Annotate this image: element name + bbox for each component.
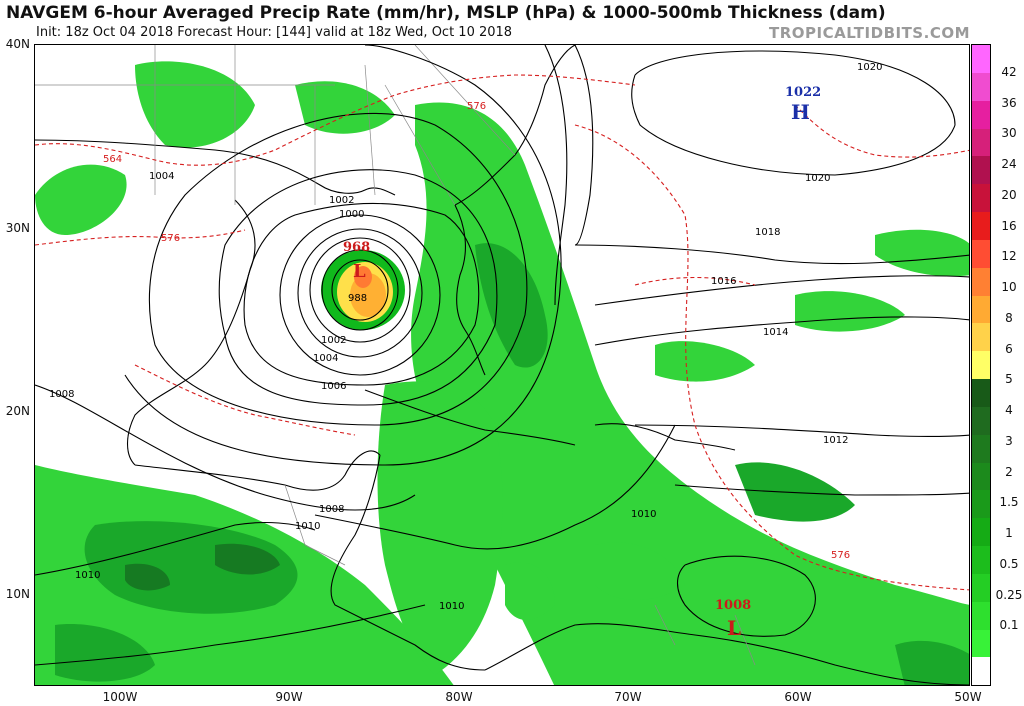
colorbar-label: 3 (1005, 433, 1013, 448)
thickness-label: 576 (467, 101, 486, 112)
isobar-label: 1006 (321, 381, 346, 392)
hurricane-core (321, 250, 405, 330)
colorbar-segment (972, 45, 990, 73)
caribbean-low-value: 1008 (715, 598, 751, 613)
colorbar-label: 10 (1001, 280, 1017, 295)
isobar-label: 1010 (295, 521, 320, 532)
colorbar-label: 42 (1001, 64, 1017, 79)
lon-label-100w: 100W (102, 690, 138, 704)
isobar-label: 1002 (321, 335, 346, 346)
isobar-label: 1020 (857, 62, 882, 73)
precip-field-dark (125, 543, 280, 591)
colorbar-segment (972, 267, 990, 296)
lat-label-40n: 40N (5, 37, 30, 51)
colorbar-label: 24 (1001, 157, 1017, 172)
caribbean-low-symbol: L (727, 616, 741, 640)
high-pressure-value: 1022 (785, 85, 821, 100)
colorbar-label: 20 (1001, 187, 1017, 202)
isobar-label: 1008 (49, 389, 74, 400)
high-pressure-center: 1022 H (785, 85, 821, 124)
colorbar-label: 5 (1005, 372, 1013, 387)
brand-watermark[interactable]: TROPICALTIDBITS.COM (769, 24, 970, 42)
isobar-label: 1004 (313, 353, 338, 364)
isobar-label: 1018 (755, 227, 780, 238)
colorbar-label: 0.5 (999, 556, 1019, 571)
colorbar-label: 2 (1005, 464, 1013, 479)
colorbar-segment (972, 545, 990, 574)
isobar-label: 1016 (711, 276, 736, 287)
isobar-label: 1014 (763, 327, 788, 338)
precip-colorbar (971, 44, 991, 686)
thickness-label: 576 (831, 550, 850, 561)
colorbar-segment (972, 406, 990, 435)
caribbean-low-center: 1008 L (715, 598, 751, 640)
colorbar-label: 0.25 (995, 587, 1023, 602)
colorbar-label: 12 (1001, 249, 1017, 264)
colorbar-segment (972, 184, 990, 213)
isobar-label: 1020 (805, 173, 830, 184)
colorbar-segment (972, 462, 990, 491)
colorbar-segment (972, 156, 990, 185)
colorbar-label: 16 (1001, 218, 1017, 233)
lon-label-80w: 80W (445, 690, 473, 704)
thickness-contours (35, 74, 969, 591)
lat-label-20n: 20N (5, 404, 30, 418)
isobar-label: 1012 (823, 435, 848, 446)
colorbar-segment (972, 239, 990, 268)
isobar-label: 1010 (75, 570, 100, 581)
colorbar-segment (972, 100, 990, 129)
isobar-label: 1008 (319, 504, 344, 515)
colorbar-label: 4 (1005, 403, 1013, 418)
colorbar-label: 1 (1005, 526, 1013, 541)
chart-subtitle: Init: 18z Oct 04 2018 Forecast Hour: [14… (36, 25, 513, 40)
precip-field (35, 61, 969, 685)
high-pressure-symbol: H (791, 100, 810, 124)
hurricane-low-symbol: L (353, 261, 366, 282)
colorbar-segment (972, 434, 990, 463)
colorbar-segment (972, 211, 990, 240)
colorbar-label: 8 (1005, 310, 1013, 325)
isobar-label: 1010 (439, 601, 464, 612)
lat-label-30n: 30N (5, 221, 30, 235)
colorbar-segment (972, 657, 990, 686)
isobar-labels: 1020 1020 1018 1016 1014 1012 1010 1010 … (49, 62, 882, 612)
thickness-label: 576 (161, 233, 180, 244)
isobar-label: 1004 (149, 171, 174, 182)
isobar-label: 1010 (631, 509, 656, 520)
isobar-label: 1002 (329, 195, 354, 206)
state-borders (35, 45, 756, 666)
colorbar-label: 1.5 (999, 495, 1019, 510)
precip-field-heavy (55, 243, 969, 685)
colorbar-segment (972, 629, 990, 658)
lon-label-60w: 60W (784, 690, 812, 704)
colorbar-segment (972, 128, 990, 157)
weather-map[interactable]: 1020 1020 1018 1016 1014 1012 1010 1010 … (34, 44, 970, 686)
colorbar-segment (972, 378, 990, 407)
isobar-label: 988 (348, 293, 367, 304)
isobar-label: 1000 (339, 209, 364, 220)
colorbar-segment (972, 518, 990, 547)
colorbar-segment (972, 490, 990, 519)
map-canvas: 1020 1020 1018 1016 1014 1012 1010 1010 … (35, 45, 969, 685)
lon-label-70w: 70W (614, 690, 642, 704)
lon-label-50w: 50W (954, 690, 982, 704)
colorbar-segment (972, 295, 990, 324)
lat-label-10n: 10N (5, 587, 30, 601)
thickness-label: 564 (103, 154, 122, 165)
hurricane-low-value: 968 (343, 240, 370, 255)
colorbar-label: 30 (1001, 126, 1017, 141)
chart-title: NAVGEM 6-hour Averaged Precip Rate (mm/h… (6, 3, 886, 23)
colorbar-label: 36 (1001, 95, 1017, 110)
lon-label-90w: 90W (275, 690, 303, 704)
colorbar-label: 0.1 (999, 618, 1019, 633)
colorbar-segment (972, 351, 990, 380)
colorbar-segment (972, 601, 990, 630)
colorbar-label: 6 (1005, 341, 1013, 356)
thickness-labels: 576 576 576 564 (103, 101, 850, 561)
coastlines (35, 45, 969, 685)
hurricane-low-center: 968 L (343, 240, 370, 282)
colorbar-segment (972, 72, 990, 101)
colorbar-segment (972, 323, 990, 352)
colorbar-segment (972, 573, 990, 602)
